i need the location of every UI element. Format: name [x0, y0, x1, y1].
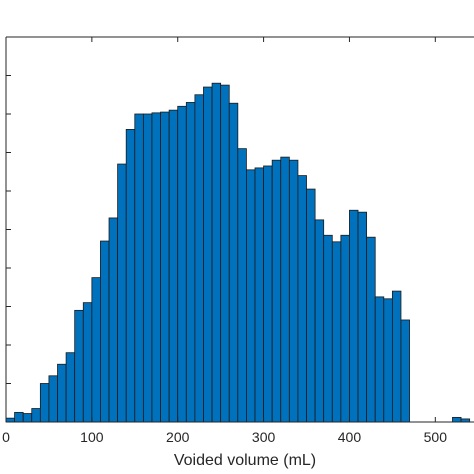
histogram-bar: [211, 82, 222, 423]
histogram-bar: [271, 159, 282, 423]
histogram-bar: [452, 416, 462, 423]
histogram-bar: [168, 109, 179, 423]
histogram-bar: [57, 363, 67, 423]
histogram-bar: [220, 84, 230, 423]
histogram-bar: [48, 375, 58, 423]
histogram-bar: [366, 236, 376, 423]
histogram-bar: [82, 302, 93, 423]
histogram-bar: [160, 111, 170, 423]
x-axis-label: Voided volume (mL): [174, 452, 316, 469]
x-tick-label: 400: [338, 429, 362, 445]
ticks-group: 0 100 200 300 400 500: [2, 36, 448, 445]
histogram-bar: [194, 94, 204, 423]
histogram-bar: [65, 352, 76, 423]
histogram-bar: [91, 277, 101, 423]
x-tick-label: 100: [80, 429, 104, 445]
histogram-bar: [142, 113, 153, 423]
histogram-bar: [254, 167, 264, 423]
histogram-bar: [5, 417, 15, 423]
histogram-bar: [288, 159, 299, 423]
histogram-bar: [237, 148, 247, 423]
histogram-bar: [228, 102, 239, 423]
histogram-bar: [280, 156, 290, 423]
histogram-bar: [185, 102, 196, 423]
histogram-bar: [39, 383, 50, 423]
histogram-bar: [357, 211, 368, 423]
histogram-bar: [246, 169, 256, 423]
x-tick-label: 200: [166, 429, 190, 445]
x-tick-label: 0: [2, 429, 10, 445]
x-tick-label: 300: [252, 429, 276, 445]
histogram-bar: [331, 241, 342, 423]
histogram-bar: [374, 296, 385, 423]
histogram-bar: [383, 298, 393, 423]
histogram-bar: [400, 319, 410, 423]
histogram-bar: [203, 86, 213, 423]
histogram-bar: [134, 113, 144, 423]
histogram-bar: [263, 165, 273, 423]
histogram-bar: [108, 217, 119, 423]
histogram-bar: [349, 209, 359, 423]
histogram-bar: [22, 413, 33, 423]
histogram-bar: [74, 309, 84, 423]
histogram-bar: [151, 112, 161, 423]
histogram-bar: [31, 408, 41, 423]
histogram-bar: [323, 234, 333, 423]
bars-group: [5, 82, 471, 423]
histogram-bar: [177, 105, 187, 423]
histogram-bar: [391, 290, 402, 423]
histogram-bar: [297, 175, 307, 423]
histogram-bar: [117, 163, 127, 423]
histogram-bar: [340, 234, 350, 423]
histogram-bar: [306, 188, 316, 423]
x-tick-label: 500: [424, 429, 448, 445]
histogram-bar: [100, 240, 110, 423]
histogram-bar: [14, 411, 24, 423]
histogram-bar: [125, 128, 136, 423]
histogram-bar: [314, 219, 325, 423]
